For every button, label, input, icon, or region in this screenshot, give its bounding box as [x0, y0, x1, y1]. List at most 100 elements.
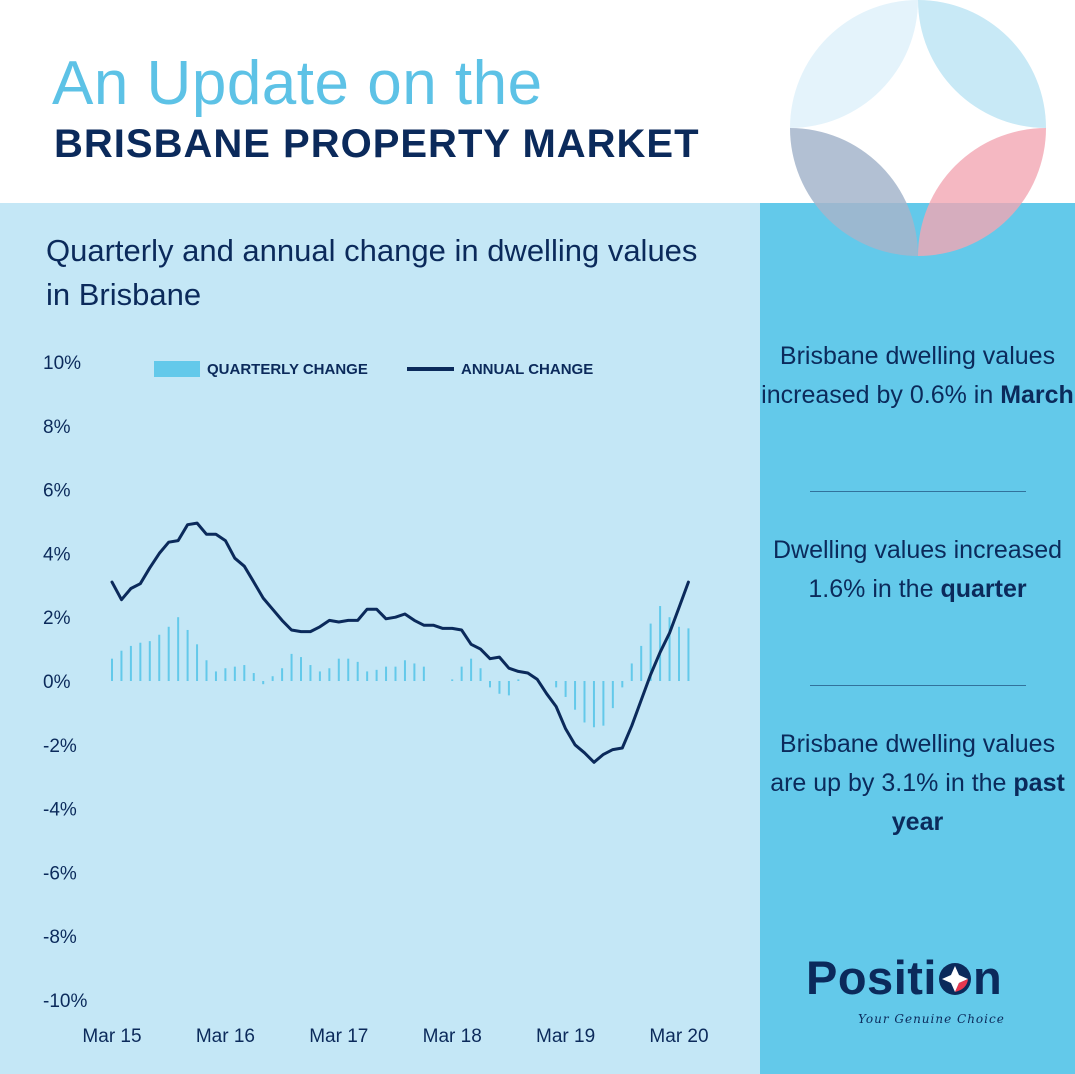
quarterly-bar — [177, 617, 180, 681]
quarterly-bar — [630, 663, 633, 681]
stat-quarterly-text: Dwelling values increased 1.6% in the — [772, 536, 1063, 603]
x-tick-label: Mar 20 — [649, 1026, 708, 1047]
quarterly-bar — [148, 641, 151, 681]
quarterly-bar — [167, 626, 170, 681]
logo-tagline: Your Genuine Choice — [858, 1012, 1005, 1026]
quarterly-bar — [129, 645, 132, 681]
quarterly-bar — [687, 628, 690, 681]
quarterly-bar — [347, 658, 350, 681]
quarterly-bar — [479, 668, 482, 681]
quarterly-bar — [120, 650, 123, 681]
quarterly-bar — [139, 642, 142, 681]
quarterly-bar — [517, 679, 520, 681]
quarterly-bar — [451, 679, 454, 681]
logo-wordmark: Positi n — [806, 950, 1002, 1005]
x-tick-label: Mar 19 — [536, 1026, 595, 1047]
logo-word-start: Positi — [806, 951, 937, 1004]
legend-swatch-quarterly — [154, 361, 200, 377]
quarterly-bar — [290, 653, 293, 681]
legend-label-quarterly: QUARTERLY CHANGE — [207, 361, 368, 378]
quarterly-bar — [233, 666, 236, 681]
legend: QUARTERLY CHANGE ANNUAL CHANGE — [154, 361, 593, 378]
quarterly-bar — [356, 661, 359, 681]
quarterly-bar — [318, 671, 321, 681]
quarterly-bar — [196, 644, 199, 681]
quarterly-bar — [413, 663, 416, 681]
x-tick-label: Mar 15 — [82, 1026, 141, 1047]
y-tick-label: -10% — [43, 991, 87, 1012]
stats-divider-1 — [810, 491, 1026, 492]
quarterly-bar — [337, 658, 340, 681]
chart-panel: Quarterly and annual change in dwelling … — [0, 203, 760, 1074]
y-tick-label: 4% — [43, 544, 71, 565]
quarterly-bar — [649, 623, 652, 681]
x-tick-label: Mar 17 — [309, 1026, 368, 1047]
y-tick-label: -6% — [43, 863, 77, 884]
quarterly-bar — [611, 681, 614, 709]
quarterly-bar — [498, 681, 501, 694]
position-logo: Positi n Your Genuine Choice — [806, 950, 1036, 1030]
y-tick-label: 8% — [43, 417, 71, 438]
quarterly-bar — [640, 645, 643, 681]
quarterly-bar — [574, 681, 577, 710]
quarterly-bar — [186, 629, 189, 681]
stat-monthly: Brisbane dwelling values increased by 0.… — [760, 337, 1075, 415]
quarterly-bar — [621, 681, 624, 688]
chart-title: Quarterly and annual change in dwelling … — [46, 233, 698, 312]
y-tick-label: 2% — [43, 608, 71, 629]
quarterly-bar — [678, 626, 680, 681]
stats-panel: Brisbane dwelling values increased by 0.… — [760, 203, 1075, 1074]
stat-quarterly: Dwelling values increased 1.6% in the qu… — [760, 531, 1075, 609]
quarterly-bar — [309, 665, 312, 681]
logo-word-end: n — [972, 951, 1003, 1004]
page-title-line2: BRISBANE PROPERTY MARKET — [54, 122, 700, 166]
quarterly-bar — [271, 676, 274, 681]
quarterly-bar — [158, 634, 161, 681]
quarterly-bar — [507, 681, 510, 696]
stats-divider-2 — [810, 685, 1026, 686]
quarterly-bar — [300, 657, 302, 681]
y-tick-label: 10% — [43, 353, 81, 374]
quarterly-bar — [252, 673, 255, 681]
y-tick-label: 0% — [43, 672, 71, 693]
compass-diamond-icon — [938, 963, 971, 995]
stat-annual-emphasis: past year — [891, 769, 1065, 836]
y-axis-ticks: 10% 8% 6% 4% 2% 0% -2% -4% -6% -8% -10% — [43, 353, 87, 1012]
stat-quarterly-emphasis: quarter — [940, 575, 1027, 603]
quarterly-bar — [403, 660, 406, 681]
quarterly-bar — [281, 668, 284, 681]
quarterly-bar — [224, 668, 227, 681]
quarterly-bar — [659, 606, 662, 681]
quarterly-bar — [385, 666, 388, 681]
quarterly-bar — [668, 617, 671, 681]
quarterly-bar — [460, 666, 463, 681]
quarterly-bar — [564, 681, 567, 697]
y-tick-label: 6% — [43, 481, 71, 502]
quarterly-bar — [243, 665, 246, 681]
x-tick-label: Mar 18 — [423, 1026, 482, 1047]
stat-monthly-text: Brisbane dwelling values increased by 0.… — [761, 342, 1056, 409]
quarterly-bar — [205, 660, 208, 681]
quarterly-bar — [422, 666, 425, 681]
quarterly-bar — [555, 681, 558, 688]
stat-annual: Brisbane dwelling values are up by 3.1% … — [760, 725, 1075, 842]
y-tick-label: -2% — [43, 736, 77, 757]
y-tick-label: -8% — [43, 927, 77, 948]
quarterly-bar — [583, 681, 586, 723]
x-axis-ticks: Mar 15 Mar 16 Mar 17 Mar 18 Mar 19 Mar 20 — [82, 1026, 708, 1047]
x-tick-label: Mar 16 — [196, 1026, 255, 1047]
quarterly-bar — [111, 658, 113, 681]
quarterly-bar — [489, 681, 491, 688]
quarterly-bar — [394, 666, 397, 681]
stat-monthly-emphasis: March — [1000, 381, 1074, 409]
stat-annual-text: Brisbane dwelling values are up by 3.1% … — [770, 730, 1056, 797]
quarterly-bar — [375, 669, 378, 681]
quarterly-bar — [602, 681, 605, 726]
quarterly-bar — [262, 681, 265, 685]
quarterly-bar — [366, 671, 369, 681]
annual-change-line — [110, 521, 690, 764]
quarterly-bar — [470, 658, 473, 681]
quarterly-bar — [214, 671, 217, 681]
page-title-line1: An Update on the — [52, 49, 543, 118]
quarterly-bars — [111, 606, 690, 728]
